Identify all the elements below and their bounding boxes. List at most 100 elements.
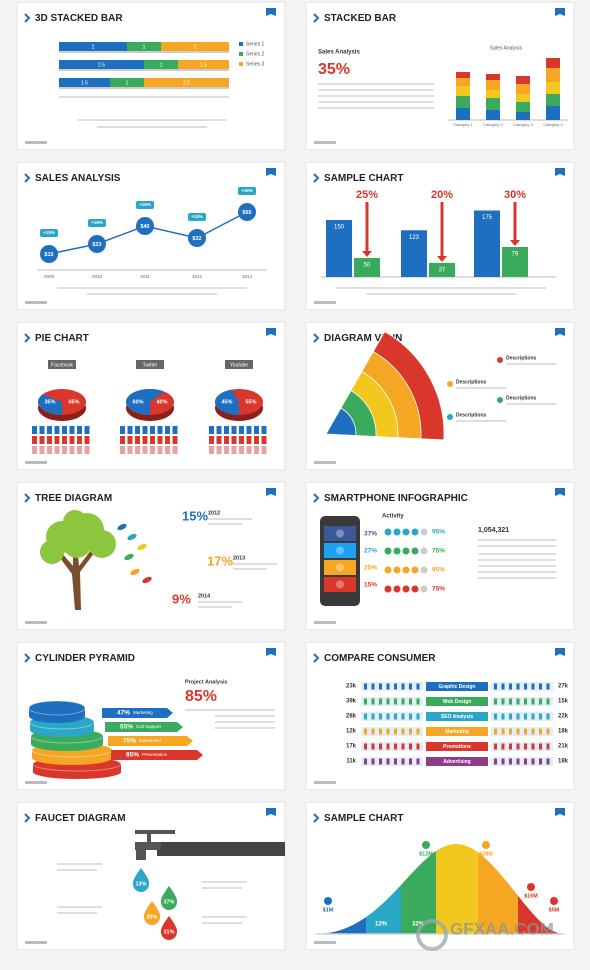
- label: +15%: [139, 202, 151, 207]
- watermark-logo: [416, 919, 448, 951]
- venn-layer: [325, 407, 357, 436]
- person-icon: [254, 446, 259, 454]
- rating-icon: [393, 547, 401, 555]
- person-icon: [531, 713, 535, 720]
- label: 20%: [431, 189, 453, 201]
- corner-badge: [266, 8, 276, 16]
- valve: [147, 832, 151, 842]
- corner-badge: [555, 808, 565, 816]
- point: [40, 245, 58, 263]
- label: Youtube: [230, 362, 248, 368]
- label: 2013: [233, 555, 245, 561]
- person-icon: [224, 446, 229, 454]
- label: 23k: [346, 684, 357, 690]
- person-icon: [246, 436, 252, 444]
- corner-badge: [266, 328, 276, 336]
- person-icon: [127, 446, 133, 454]
- person-icon: [409, 758, 412, 765]
- person-icon: [386, 728, 390, 735]
- bar-segment: [486, 90, 500, 98]
- bar-segment: [161, 42, 229, 51]
- bar-segment: [456, 96, 470, 108]
- person-icon: [539, 743, 542, 750]
- chevron: [24, 13, 31, 23]
- strip: [491, 697, 553, 706]
- strip: [491, 742, 553, 751]
- pie-slice: [38, 394, 62, 415]
- person-icon: [224, 436, 229, 444]
- label: 175: [482, 215, 493, 221]
- corner-badge: [555, 8, 565, 16]
- icon: [497, 357, 503, 363]
- person-icon: [84, 446, 90, 454]
- chevron: [313, 653, 320, 663]
- label: 85%: [185, 688, 217, 705]
- slide-title: PIE CHART: [35, 333, 89, 344]
- person-icon: [531, 758, 535, 765]
- bar-segment: [144, 60, 178, 69]
- pipe: [157, 842, 285, 856]
- badge: [238, 187, 256, 195]
- footer-logo: [25, 461, 47, 464]
- person-icon: [501, 713, 505, 720]
- label: 18k: [558, 729, 569, 735]
- label: 35%: [318, 61, 350, 78]
- label: 2: [92, 44, 95, 50]
- person-icon: [516, 713, 520, 720]
- app-icon: [336, 546, 344, 555]
- person-icon: [47, 426, 52, 434]
- bar-segment: [546, 82, 560, 94]
- person-icon: [157, 436, 163, 444]
- person-icon: [531, 698, 535, 705]
- arrow: [111, 750, 203, 760]
- person-icon: [371, 698, 375, 705]
- person-icon: [364, 698, 367, 705]
- icon: [324, 897, 332, 905]
- person-icon: [77, 436, 82, 444]
- slide-frame: [16, 801, 286, 951]
- foliage: [63, 530, 91, 558]
- category-box: [426, 697, 488, 706]
- person-icon: [172, 426, 178, 434]
- label: 1,054,321: [478, 527, 509, 534]
- bar-segment: [546, 106, 560, 120]
- corner-badge: [555, 648, 565, 656]
- pie-slice: [126, 389, 165, 415]
- footer-logo: [314, 781, 336, 784]
- person-icon: [516, 683, 520, 690]
- person-icon: [394, 713, 397, 720]
- icon: [527, 883, 535, 891]
- bar-segment: [516, 112, 530, 120]
- person-icon: [501, 683, 505, 690]
- leaf: [127, 533, 137, 541]
- person-icon: [157, 426, 163, 434]
- slide-title: 3D STACKED BAR: [35, 13, 123, 24]
- corner-badge: [555, 168, 565, 176]
- person-icon: [501, 728, 505, 735]
- person-icon: [209, 426, 214, 434]
- footer-logo: [314, 621, 336, 624]
- label: Project Analysis: [185, 679, 228, 685]
- spout: [135, 842, 161, 850]
- arrow-head: [437, 255, 447, 262]
- slide: STACKED BAR Sales Analysis 35% Sales Analys…: [305, 1, 575, 151]
- drop: [132, 868, 150, 892]
- rating-icon: [393, 566, 401, 574]
- person-icon: [127, 436, 133, 444]
- person-icon: [150, 426, 155, 434]
- label: 75%: [123, 738, 136, 745]
- rating-icon: [402, 585, 410, 593]
- label: $40: [140, 224, 149, 230]
- person-icon: [546, 713, 550, 720]
- bar-segment: [127, 42, 161, 51]
- bar-segment: [456, 108, 470, 120]
- label: Advertising: [443, 759, 471, 765]
- arrow: [102, 708, 173, 718]
- person-icon: [546, 743, 550, 750]
- label: 45%: [221, 399, 232, 405]
- strip: [361, 712, 423, 721]
- person-icon: [539, 758, 542, 765]
- person-icon: [150, 436, 155, 444]
- icon: [550, 897, 558, 905]
- label: 22k: [558, 714, 569, 720]
